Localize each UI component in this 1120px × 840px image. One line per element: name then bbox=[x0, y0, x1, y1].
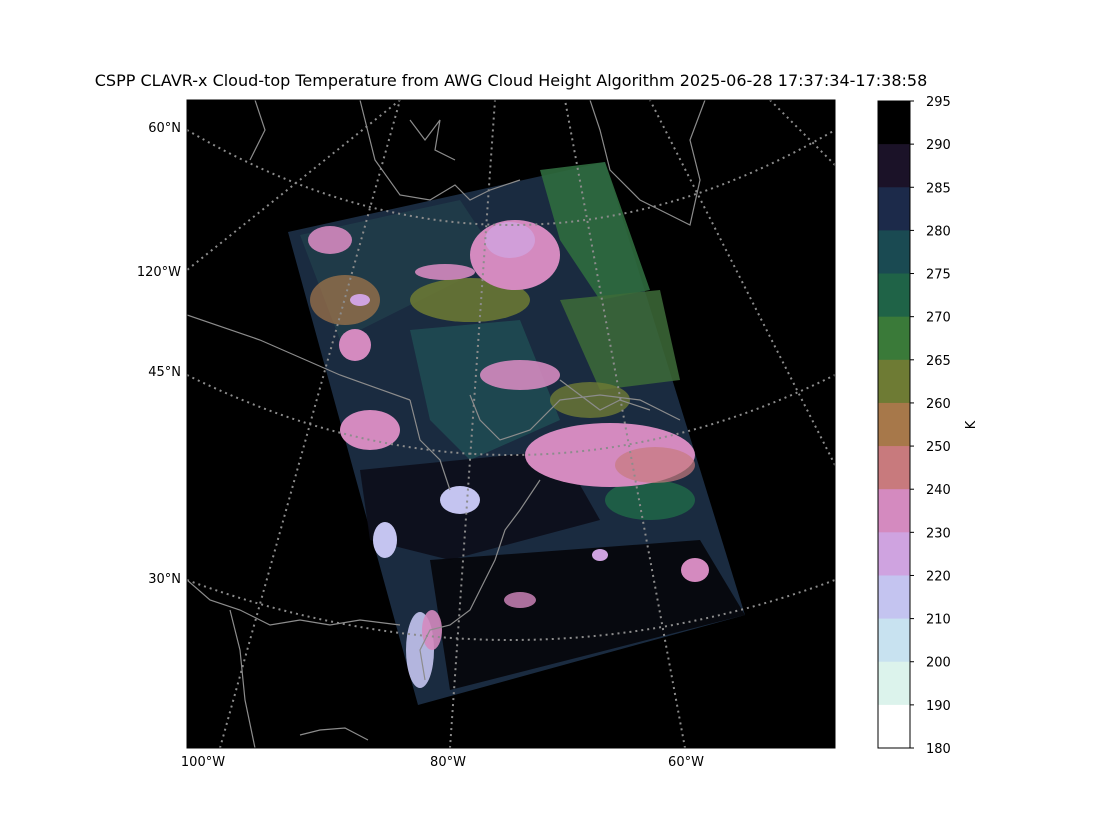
colorbar-tick-label: 200 bbox=[926, 656, 951, 671]
colorbar-swatch bbox=[878, 101, 910, 145]
colorbar-swatch bbox=[878, 402, 910, 447]
colorbar-tick-label: 295 bbox=[926, 95, 951, 110]
map-panel bbox=[187, 100, 835, 748]
colorbar-frame bbox=[877, 100, 911, 749]
colorbar-swatch bbox=[878, 575, 910, 620]
graticule bbox=[187, 100, 835, 748]
lat-label-30n: 30°N bbox=[148, 572, 181, 587]
lon-label-100w: 100°W bbox=[181, 755, 225, 770]
lat-label-45n: 45°N bbox=[148, 365, 181, 380]
colorbar-swatch bbox=[878, 359, 910, 404]
colorbar-tick-label: 250 bbox=[926, 440, 951, 455]
colorbar-ticks: 295 290 285 280 275 270 265 260 250 240 230 220 210 2… bbox=[910, 95, 951, 757]
colorbar-swatch bbox=[878, 316, 910, 361]
colorbar-tick-label: 275 bbox=[926, 268, 951, 283]
colorbar-swatch bbox=[878, 187, 910, 231]
colorbar-swatch bbox=[878, 618, 910, 663]
colorbar-swatch bbox=[878, 489, 910, 533]
satellite-swath bbox=[288, 162, 745, 705]
colorbar-swatch bbox=[878, 273, 910, 318]
colorbar-tick-label: 280 bbox=[926, 224, 951, 239]
colorbar-tick-label: 230 bbox=[926, 526, 951, 541]
colorbar-tick-label: 220 bbox=[926, 569, 951, 584]
colorbar-swatch bbox=[878, 230, 910, 275]
colorbar-tick-label: 270 bbox=[926, 311, 951, 326]
colorbar-tick-label: 285 bbox=[926, 181, 951, 196]
colorbar-tick-label: 190 bbox=[926, 699, 951, 714]
colorbar-tick-label: 240 bbox=[926, 483, 951, 498]
colorbar-tick-label: 260 bbox=[926, 397, 951, 412]
lon-label-60w: 60°W bbox=[668, 755, 704, 770]
colorbar-tick-label: 210 bbox=[926, 613, 951, 628]
colorbar-tick-label: 265 bbox=[926, 354, 951, 369]
colorbar-tick-label: 180 bbox=[926, 742, 951, 757]
colorbar-tick-label: 290 bbox=[926, 138, 951, 153]
colorbar-label: K bbox=[964, 420, 979, 429]
colorbar-swatch bbox=[878, 532, 910, 576]
lon-label-120w: 120°W bbox=[137, 265, 181, 280]
colorbar-swatch bbox=[878, 661, 910, 706]
figure-title: CSPP CLAVR-x Cloud-top Temperature from … bbox=[95, 71, 928, 90]
coastlines bbox=[187, 100, 706, 748]
colorbar-swatch bbox=[878, 446, 910, 490]
map-frame bbox=[186, 99, 836, 749]
lon-label-80w: 80°W bbox=[430, 755, 466, 770]
lat-label-60n: 60°N bbox=[148, 121, 181, 136]
colorbar-swatch bbox=[878, 704, 910, 749]
colorbar-swatch bbox=[878, 144, 910, 188]
colorbar-swatches bbox=[878, 101, 910, 749]
colorbar: 295 290 285 280 275 270 265 260 250 240 230 220 210 2… bbox=[877, 95, 979, 757]
